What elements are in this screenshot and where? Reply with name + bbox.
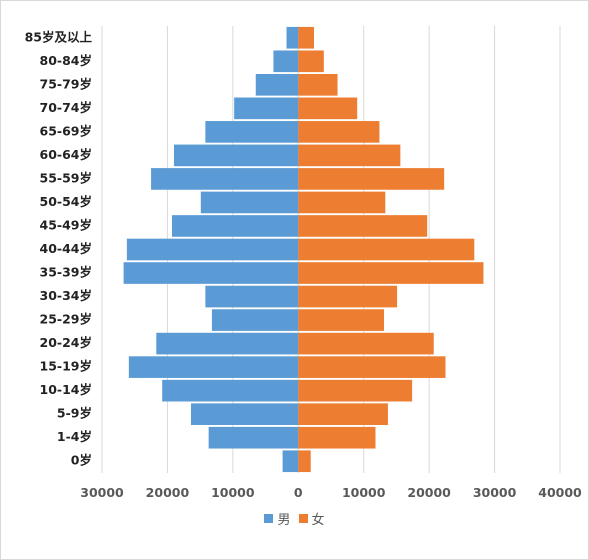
x-tick-label: 10000	[342, 485, 386, 500]
category-label: 50-54岁	[40, 194, 92, 209]
bar-female-15	[298, 379, 413, 402]
x-tick-label: 0	[294, 485, 303, 500]
bar-female-5	[298, 144, 401, 167]
bar-male-6	[151, 168, 299, 190]
bar-female-14	[298, 356, 446, 378]
bar-male-14	[128, 356, 299, 378]
x-tick-label: 30000	[473, 485, 517, 500]
bar-female-2	[298, 73, 338, 96]
bar-male-0	[286, 26, 299, 49]
bar-male-16	[190, 403, 299, 426]
bar-female-18	[298, 450, 311, 473]
category-label: 5-9岁	[57, 406, 92, 421]
category-label: 10-14岁	[40, 382, 92, 397]
bar-male-12	[211, 309, 299, 331]
bar-female-3	[298, 97, 358, 120]
bar-female-16	[298, 403, 388, 426]
bar-female-12	[298, 309, 384, 331]
bar-male-13	[156, 332, 299, 355]
bar-male-15	[162, 379, 299, 402]
bar-male-11	[205, 285, 299, 308]
legend-swatch-female	[298, 513, 308, 523]
legend-item-female: 女	[298, 509, 325, 528]
x-tick-label: 20000	[407, 485, 451, 500]
category-label: 30-34岁	[40, 288, 92, 303]
x-tick-label: 40000	[538, 485, 582, 500]
legend-label-female: 女	[311, 512, 325, 528]
x-tick-label: 30000	[80, 485, 124, 500]
bar-male-17	[208, 426, 299, 449]
bar-female-6	[298, 168, 445, 190]
category-label: 65-69岁	[40, 123, 92, 138]
bar-male-9	[126, 238, 299, 261]
legend-label-male: 男	[277, 512, 291, 528]
bar-female-8	[298, 215, 428, 237]
category-label: 20-24岁	[40, 335, 92, 350]
legend-swatch-male	[264, 513, 274, 523]
bar-male-1	[273, 50, 299, 73]
category-label: 80-84岁	[40, 53, 92, 68]
category-label: 60-64岁	[40, 147, 92, 162]
bar-female-7	[298, 191, 386, 214]
bar-male-3	[234, 97, 299, 120]
bar-female-1	[298, 50, 324, 73]
legend: 男 女	[0, 508, 589, 528]
bar-female-0	[298, 26, 314, 49]
bar-male-10	[123, 262, 299, 284]
category-label: 1-4岁	[57, 429, 92, 444]
bar-male-2	[255, 73, 299, 96]
category-label: 75-79岁	[40, 76, 92, 91]
bar-female-10	[298, 262, 484, 284]
x-tick-label: 10000	[211, 485, 255, 500]
bar-female-17	[298, 426, 376, 449]
bar-male-4	[205, 121, 299, 143]
bar-female-4	[298, 121, 380, 143]
category-label: 40-44岁	[40, 241, 92, 256]
bar-male-18	[282, 450, 299, 473]
category-label: 70-74岁	[40, 100, 92, 115]
bar-male-8	[172, 215, 299, 237]
x-tick-label: 20000	[146, 485, 190, 500]
bar-male-7	[200, 191, 299, 214]
category-label: 55-59岁	[40, 170, 92, 185]
category-label: 35-39岁	[40, 265, 92, 280]
category-label: 85岁及以上	[25, 29, 93, 44]
category-label: 15-19岁	[40, 359, 92, 374]
category-label: 25-29岁	[40, 312, 92, 327]
bar-female-9	[298, 238, 475, 261]
bar-female-13	[298, 332, 434, 355]
legend-item-male: 男	[264, 509, 291, 528]
bar-male-5	[173, 144, 299, 167]
bar-female-11	[298, 285, 398, 308]
category-label: 45-49岁	[40, 217, 92, 232]
category-label: 0岁	[71, 453, 92, 468]
